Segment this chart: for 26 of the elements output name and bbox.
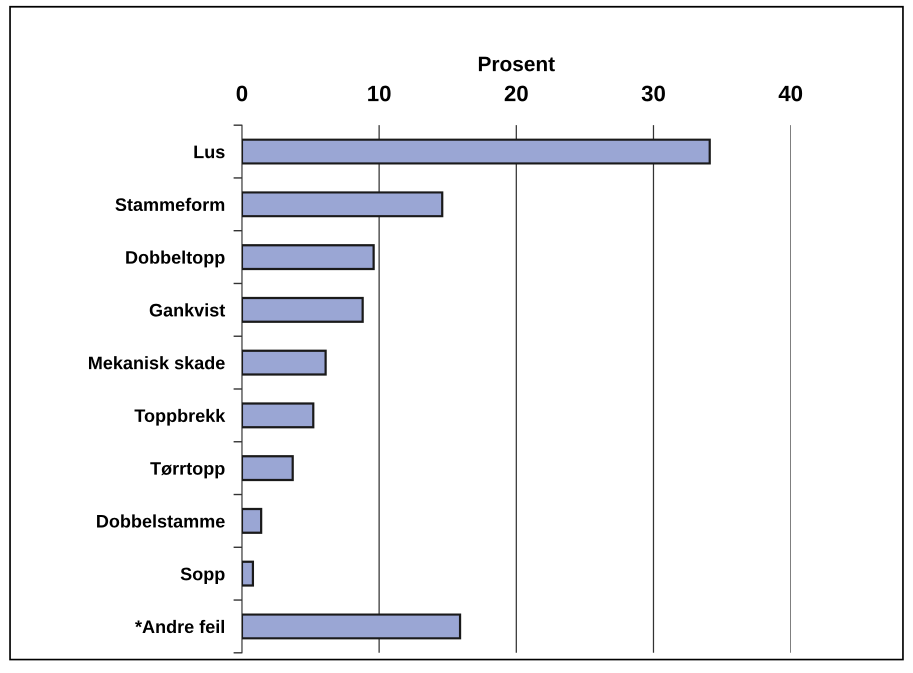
y-tick-label: Dobbelstamme: [97, 514, 225, 528]
y-tick-label: Mekanisk skade: [88, 356, 225, 370]
bar: [242, 296, 364, 323]
bar: [242, 455, 294, 482]
x-tick-label: 10: [368, 86, 391, 102]
y-tick-label: Tørrtopp: [150, 462, 225, 478]
x-tick-label: 0: [236, 86, 248, 102]
bar: [242, 191, 444, 218]
y-tick-label: Toppbrekk: [134, 408, 226, 426]
y-tick-label: *Andre feil: [135, 620, 224, 634]
x-tick-label: 30: [642, 86, 665, 102]
x-tick-label: 40: [778, 86, 802, 102]
y-tick-label: Dobbeltopp: [126, 250, 225, 268]
y-tick-label: Sopp: [180, 568, 225, 584]
bar: [242, 508, 262, 534]
x-axis-title: Prosent: [478, 56, 555, 72]
y-tick-label: Gankvist: [150, 303, 226, 317]
x-tick-label: 20: [504, 86, 528, 102]
y-tick-label: Stammeform: [115, 198, 224, 212]
bar: [242, 613, 462, 640]
y-tick-label: Lus: [194, 146, 225, 158]
bar: [242, 138, 711, 165]
bar: [242, 350, 327, 376]
bar: [242, 560, 254, 587]
bar: [242, 402, 314, 428]
bar: [242, 244, 375, 270]
